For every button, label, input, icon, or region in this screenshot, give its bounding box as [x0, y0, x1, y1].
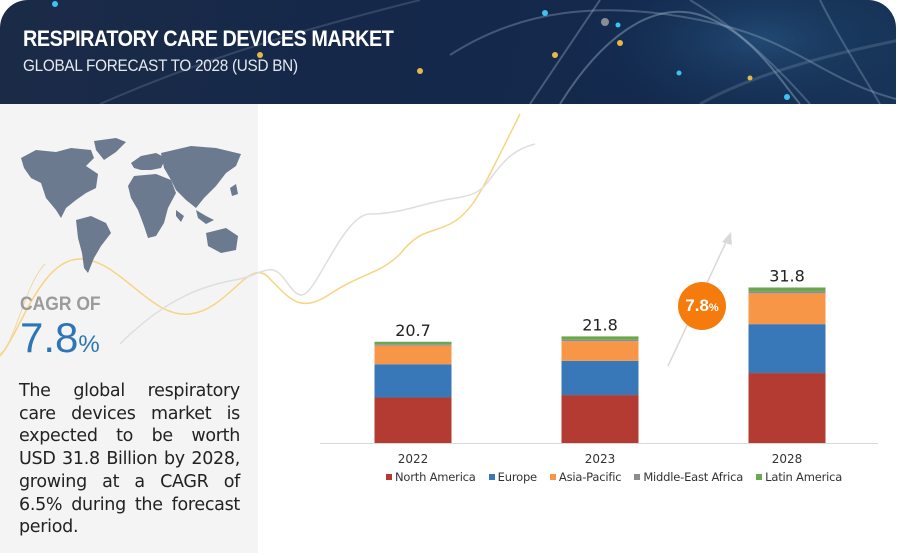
cagr-unit: %	[78, 331, 100, 358]
bar-segment-2022-europe	[374, 364, 452, 398]
cagr-value: 7.8%	[20, 314, 100, 369]
legend-swatch	[488, 474, 495, 480]
cagr-label: CAGR OF	[20, 294, 101, 315]
header-banner: RESPIRATORY CARE DEVICES MARKET GLOBAL F…	[0, 0, 896, 104]
bar-group	[374, 287, 826, 443]
legend-swatch	[756, 474, 763, 480]
legend-swatch	[386, 474, 392, 480]
legend-label: Asia-Pacific	[558, 470, 622, 484]
legend-item-asia-pacific: Asia-Pacific	[549, 470, 622, 484]
legend-item-latin-america: Latin America	[756, 470, 842, 484]
bar-segment-2023-middle-east-africa	[561, 339, 639, 342]
x-tick-2023: 2023	[585, 452, 616, 466]
fiber-optic-background	[52, 0, 896, 104]
bar-segment-2022-north-america	[374, 397, 452, 443]
stacked-bar-chart: 2022 2023 2028 20.7 21.8 31.8	[320, 232, 878, 466]
total-label-2022: 20.7	[395, 321, 431, 340]
legend-swatch	[549, 474, 556, 480]
bar-segment-2022-middle-east-africa	[374, 344, 452, 346]
bar-segment-2023-europe	[561, 360, 639, 396]
legend-label: North America	[395, 470, 476, 484]
legend-item-middle-east-africa: Middle-East Africa	[634, 470, 743, 484]
bar-segment-2022-asia-pacific	[374, 345, 452, 365]
bar-segment-2022-latin-america	[374, 341, 452, 345]
growth-badge-unit: %	[708, 301, 719, 314]
legend-label: Europe	[497, 470, 537, 484]
page-title: RESPIRATORY CARE DEVICES MARKET	[23, 26, 394, 51]
legend-item-europe: Europe	[488, 470, 537, 484]
bar-segment-2028-asia-pacific	[748, 293, 826, 325]
bar-segment-2028-latin-america	[748, 287, 826, 292]
legend-swatch	[634, 474, 641, 480]
x-tick-labels: 2022 2023 2028	[398, 452, 803, 466]
growth-badge-value: 7.8	[685, 296, 709, 315]
legend-label: Latin America	[765, 470, 843, 484]
cagr-number: 7.8	[20, 314, 79, 361]
bar-segment-2023-north-america	[561, 395, 639, 443]
world-map-icon	[21, 138, 241, 273]
total-label-2028: 31.8	[769, 266, 805, 285]
page-subtitle: GLOBAL FORECAST TO 2028 (USD BN)	[23, 56, 298, 75]
x-tick-2028: 2028	[772, 452, 803, 466]
legend-item-north-america: North America	[386, 470, 476, 484]
chart-legend: North America Europe Asia-Pacific Middle-Ea…	[386, 470, 842, 484]
legend-label: Middle-East Africa	[643, 470, 744, 484]
bar-segment-2023-asia-pacific	[561, 341, 639, 361]
total-labels: 20.7 21.8 31.8	[395, 266, 805, 339]
growth-badge: 7.8%	[678, 282, 726, 330]
bar-segment-2028-europe	[748, 324, 826, 374]
total-label-2023: 21.8	[582, 315, 618, 334]
x-tick-2022: 2022	[398, 452, 429, 466]
bar-segment-2023-latin-america	[561, 336, 639, 340]
bar-segment-2028-middle-east-africa	[748, 291, 826, 294]
market-description: The global respiratory care devices mark…	[19, 381, 240, 538]
growth-arrowhead-icon	[722, 232, 732, 245]
bar-segment-2028-north-america	[748, 373, 826, 443]
